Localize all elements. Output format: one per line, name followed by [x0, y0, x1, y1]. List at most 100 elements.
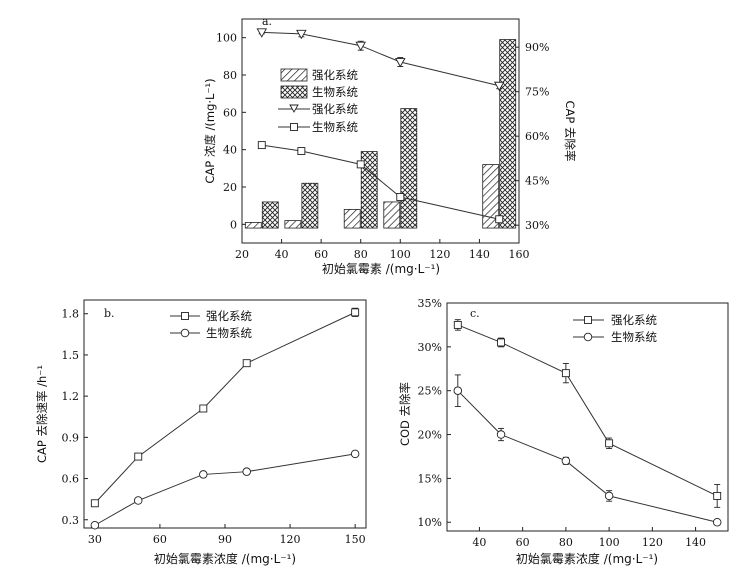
square-marker [90, 499, 99, 508]
panel-c-label: c. [470, 307, 480, 320]
panel-b: b. 30 60 90 120 150 0.3 0.6 0.9 1.2 1.5 1.8 初始氯霉素… [35, 299, 367, 566]
bar [482, 164, 500, 229]
legend-label: 生物系统 [611, 330, 657, 344]
x-tick-label: 60 [516, 536, 530, 549]
bar [400, 108, 418, 229]
circle-marker [496, 430, 506, 439]
x-tick-label: 140 [685, 536, 706, 549]
y-tick-label: 1.5 [62, 349, 80, 362]
y-tick-label: 0 [230, 218, 237, 231]
square-marker [199, 404, 208, 413]
circle-marker [350, 449, 360, 459]
square-marker [561, 369, 570, 378]
square-marker [497, 338, 505, 347]
x-tick-label: 90 [218, 533, 232, 546]
x-tick-label: 40 [275, 248, 289, 261]
square-marker [242, 359, 251, 368]
bar [301, 182, 319, 229]
triangle-marker [395, 58, 406, 68]
legend-swatch-cross [280, 85, 308, 99]
bar [261, 201, 279, 229]
circle-marker-icon [180, 328, 190, 338]
legend-label: 强化系统 [611, 313, 657, 327]
panel-b-xlabel: 初始氯霉素浓度 /(mg·L⁻¹) [154, 551, 296, 566]
y-tick-label: 100 [216, 32, 237, 45]
panel-c-frame [446, 302, 729, 532]
circle-marker [90, 521, 100, 530]
circle-marker [199, 470, 208, 479]
panel-a-ylabel: CAP 浓度 /(mg·L⁻¹) [203, 78, 217, 183]
y-tick-label: 0.9 [62, 431, 80, 444]
x-tick-label: 100 [390, 248, 411, 261]
y-tick-label: 75% [525, 86, 549, 99]
y-tick-label: 60 [223, 106, 237, 119]
square-marker [356, 160, 365, 169]
circle-marker [242, 467, 251, 476]
circle-marker-icon [583, 332, 593, 342]
bar [244, 222, 262, 229]
square-marker [453, 320, 462, 329]
legend-label: 强化系统 [312, 68, 358, 82]
x-tick-label: 60 [153, 533, 167, 546]
x-tick-label: 60 [314, 248, 328, 261]
y-tick-label: 20 [223, 181, 237, 194]
bar [383, 201, 401, 229]
series-line-0 [457, 324, 718, 497]
circle-marker [604, 491, 614, 501]
y-tick-label: 15% [418, 472, 442, 485]
series-line-1 [261, 144, 500, 220]
panel-a-label: a. [262, 15, 272, 28]
circle-marker [712, 517, 722, 527]
y-tick-label: 1.2 [62, 390, 80, 403]
panel-c: c. 40 60 80 100 120 140 10% 15% 20% 25% 30% 35% 初始… [398, 297, 729, 566]
y-tick-label: 20% [418, 429, 442, 442]
legend-label: 生物系统 [312, 85, 358, 99]
x-tick-label: 120 [429, 248, 450, 261]
series-line-1 [94, 453, 356, 526]
square-marker [297, 147, 306, 155]
triangle-marker [256, 28, 268, 38]
triangle-marker [355, 41, 366, 52]
series-line-1 [457, 390, 718, 523]
y-tick-label: 0.3 [62, 514, 80, 527]
y-tick-label: 1.8 [62, 308, 80, 321]
y-tick-label: 90% [525, 41, 549, 54]
square-marker [713, 491, 722, 500]
bar [360, 151, 378, 229]
square-marker [134, 452, 143, 461]
square-marker [495, 215, 504, 224]
triangle-marker [296, 29, 307, 40]
legend-label: 强化系统 [312, 102, 358, 116]
bar [343, 208, 361, 229]
x-tick-label: 150 [345, 533, 366, 546]
y-tick-label: 10% [418, 516, 442, 529]
legend-swatch-hatch [280, 68, 308, 82]
panel-a-xlabel: 初始氯霉素 /(mg·L⁻¹) [322, 262, 440, 276]
x-tick-label: 140 [469, 248, 490, 261]
panel-a-frame [241, 18, 520, 244]
panel-a: a. 20 40 60 80 100 120 140 160 0 20 40 60 80 100 30%… [203, 15, 577, 276]
circle-marker [133, 496, 143, 505]
square-marker [605, 439, 614, 448]
panel-b-label: b. [104, 307, 115, 320]
square-marker [351, 308, 360, 317]
square-marker [257, 141, 266, 150]
x-tick-label: 30 [88, 533, 102, 546]
x-tick-label: 120 [642, 536, 663, 549]
square-marker-icon [290, 123, 298, 131]
y-tick-label: 40 [223, 144, 237, 157]
legend-label: 生物系统 [206, 326, 252, 340]
x-tick-label: 40 [472, 536, 486, 549]
y-tick-label: 25% [418, 385, 442, 398]
y-tick-label: 35% [418, 297, 442, 310]
bar [499, 39, 517, 229]
x-tick-label: 80 [354, 248, 368, 261]
panel-b-ylabel: CAP 去除速率 /h⁻¹ [35, 365, 49, 463]
x-tick-label: 80 [559, 536, 573, 549]
legend-label: 强化系统 [206, 309, 252, 323]
circle-marker [561, 456, 571, 466]
square-marker-icon [584, 316, 592, 324]
y-tick-label: 30% [418, 341, 442, 354]
panel-b-legend: 强化系统 生物系统 [170, 309, 252, 340]
